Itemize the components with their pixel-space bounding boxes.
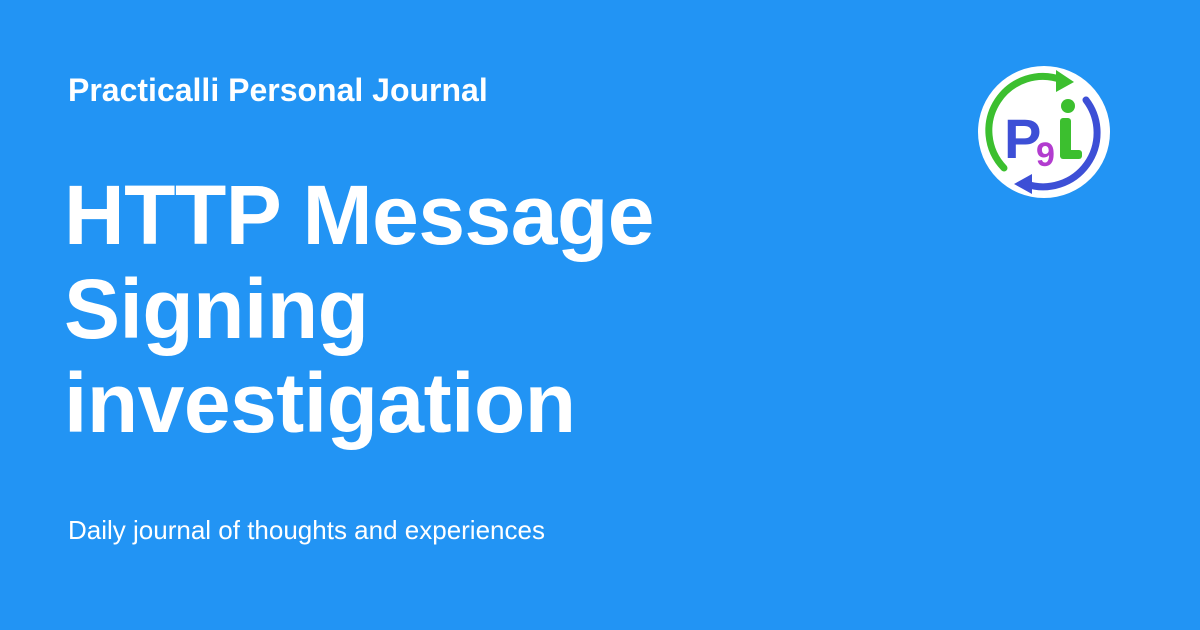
logo-letter-9: 9 bbox=[1036, 136, 1055, 174]
logo-blue-arrow bbox=[1022, 96, 1101, 191]
logo-green-arrow bbox=[985, 73, 1066, 172]
logo-letter-i-foot bbox=[1060, 150, 1082, 159]
site-name: Practicalli Personal Journal bbox=[68, 72, 488, 108]
tagline: Daily journal of thoughts and experience… bbox=[68, 515, 545, 545]
logo-disc bbox=[978, 66, 1110, 198]
title-line: investigation bbox=[64, 356, 576, 450]
logo-letter-i-dot bbox=[1061, 99, 1075, 113]
logo-letter-p: P bbox=[1004, 107, 1041, 170]
practicalli-logo-icon: P 9 bbox=[974, 62, 1114, 202]
logo-blue-arrowhead bbox=[1014, 174, 1032, 194]
title-line: HTTP Message bbox=[64, 168, 655, 262]
logo-green-arrowhead bbox=[1056, 70, 1074, 92]
title-line: Signing bbox=[64, 262, 369, 356]
page-title: HTTP Message Signing investigation bbox=[64, 168, 884, 450]
logo-letter-i-stem bbox=[1060, 118, 1071, 158]
